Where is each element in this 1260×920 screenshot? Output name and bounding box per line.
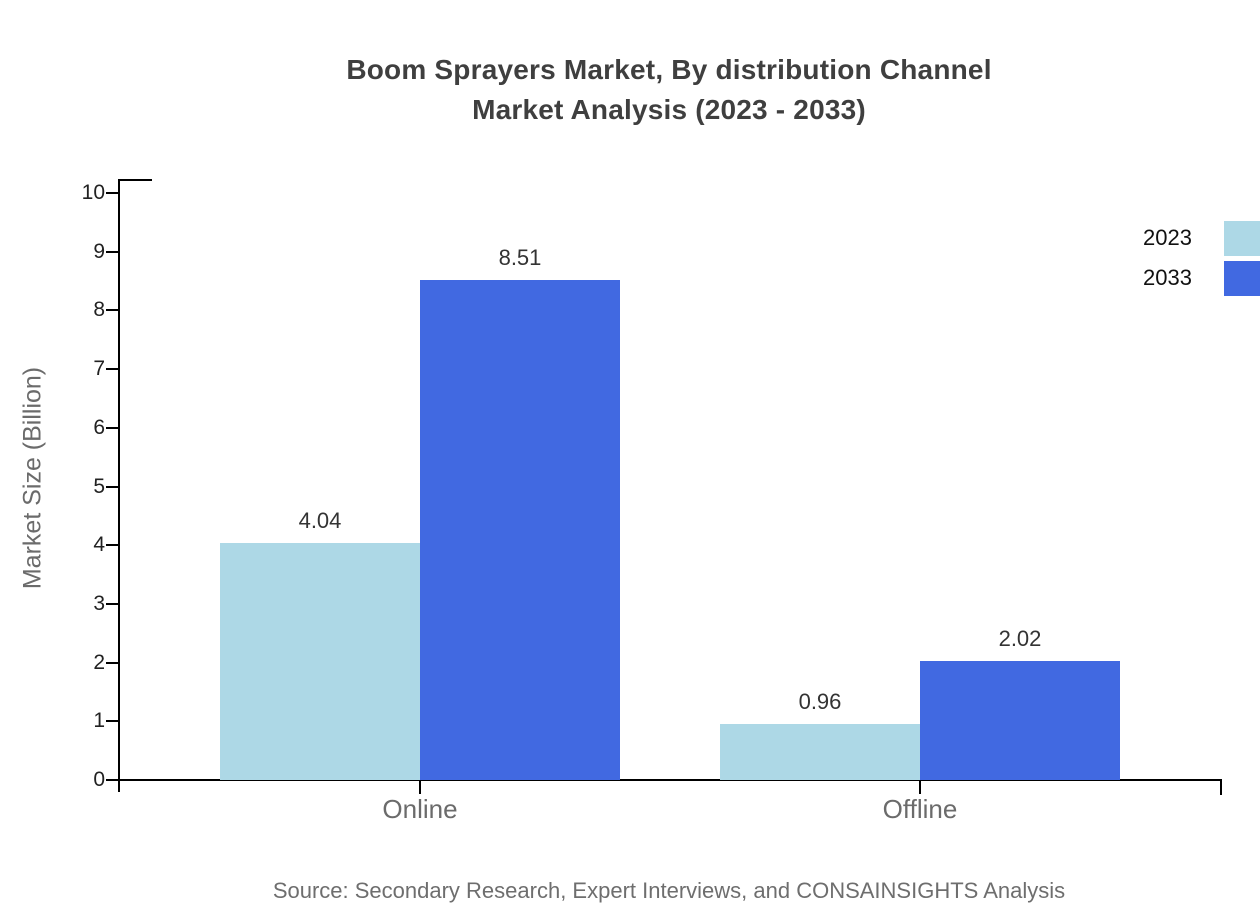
y-tick-mark <box>106 309 118 312</box>
x-tick-mark-offline <box>919 780 921 794</box>
value-label-offline-2023: 0.96 <box>798 688 842 714</box>
chart-title: Boom Sprayers Market, By distribution Ch… <box>118 50 1220 130</box>
y-tick-label: 5 <box>93 474 105 498</box>
y-tick-mark <box>106 426 118 429</box>
value-label-online-2023: 4.04 <box>298 507 342 533</box>
y-tick-mark <box>106 661 118 664</box>
bar-online-2033 <box>420 280 620 780</box>
y-tick-label: 7 <box>93 357 105 381</box>
y-axis-line <box>118 179 120 792</box>
source-note: Source: Secondary Research, Expert Inter… <box>272 878 1066 903</box>
y-tick-label: 3 <box>93 591 105 615</box>
y-tick-mark <box>106 544 118 547</box>
x-tick-mark-online <box>419 780 421 794</box>
y-tick-label: 6 <box>93 415 105 439</box>
x-category-label-online: Online <box>382 794 458 824</box>
chart-title-line1: Boom Sprayers Market, By distribution Ch… <box>346 54 992 85</box>
y-tick-label: 4 <box>93 533 105 557</box>
bar-offline-2023 <box>720 723 920 780</box>
x-axis-line <box>118 779 1222 781</box>
y-tick-label: 0 <box>93 768 105 791</box>
x-axis-end-tick <box>1220 779 1222 795</box>
y-tick-mark <box>106 485 118 488</box>
legend-label-2023: 2023 <box>1143 225 1192 250</box>
y-tick-mark <box>106 779 118 781</box>
legend-label-2033: 2033 <box>1143 265 1192 290</box>
y-tick-mark <box>106 602 118 605</box>
bar-offline-2033 <box>920 661 1120 780</box>
y-tick-mark <box>106 192 118 194</box>
y-tick-label: 1 <box>93 709 105 733</box>
y-axis-top-cap <box>118 179 152 181</box>
y-tick-mark <box>106 720 118 723</box>
y-tick-mark <box>106 250 118 253</box>
y-tick-label: 9 <box>93 239 105 263</box>
y-tick-label: 10 <box>81 181 105 204</box>
bar-online-2023 <box>220 542 420 780</box>
legend-swatch-2033 <box>1224 261 1260 296</box>
chart-title-line2: Market Analysis (2023 - 2033) <box>472 94 866 125</box>
legend-swatch-2023 <box>1224 221 1260 256</box>
x-category-label-offline: Offline <box>882 794 958 824</box>
y-tick-label: 8 <box>93 298 105 322</box>
y-tick-label: 2 <box>93 650 105 674</box>
y-tick-mark <box>106 368 118 371</box>
value-label-offline-2033: 2.02 <box>998 626 1042 652</box>
value-label-online-2033: 8.51 <box>498 245 542 271</box>
